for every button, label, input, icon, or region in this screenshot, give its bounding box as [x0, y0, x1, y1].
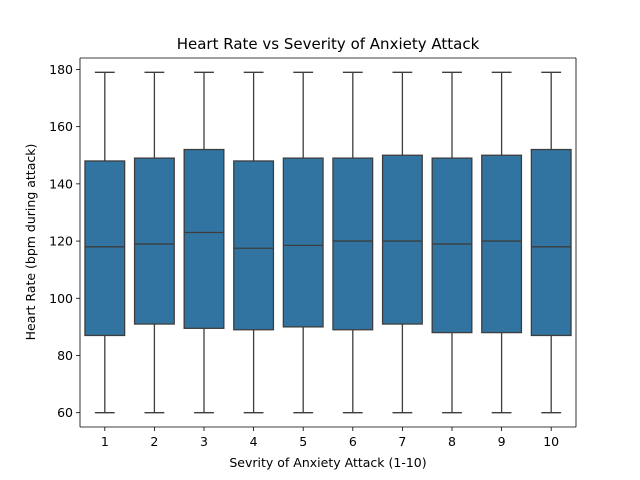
- x-tick-label: 7: [398, 434, 406, 449]
- x-axis: 1 2 3 4 5 6 7 8 9 10: [80, 57, 576, 449]
- box-1: [84, 71, 126, 414]
- y-tick-label: 60: [57, 405, 73, 420]
- iqr-box: [381, 154, 423, 325]
- iqr-box: [84, 160, 126, 337]
- y-tick-label: 160: [49, 119, 73, 134]
- box-3: [183, 71, 225, 414]
- box-10: [530, 71, 572, 414]
- box-4: [233, 71, 275, 414]
- x-tick-label: 4: [250, 434, 258, 449]
- plot-area: [84, 71, 572, 414]
- y-axis-label: Heart Rate (bpm during attack): [23, 144, 38, 341]
- box-5: [282, 71, 324, 414]
- iqr-box: [431, 157, 473, 334]
- x-tick-label: 9: [498, 434, 506, 449]
- box-7: [381, 71, 423, 414]
- x-tick-label: 5: [299, 434, 307, 449]
- iqr-box: [481, 154, 523, 334]
- chart-title: Heart Rate vs Severity of Anxiety Attack: [177, 35, 480, 53]
- x-tick-label: 1: [101, 434, 109, 449]
- x-tick-label: 6: [349, 434, 357, 449]
- box-8: [431, 71, 473, 414]
- y-tick-label: 80: [57, 348, 73, 363]
- iqr-box: [530, 148, 572, 337]
- x-tick-label: 2: [150, 434, 158, 449]
- box-6: [332, 71, 374, 414]
- x-tick-label: 3: [200, 434, 208, 449]
- y-tick-label: 100: [49, 291, 73, 306]
- y-tick-label: 140: [49, 176, 73, 191]
- iqr-box: [183, 148, 225, 329]
- box-9: [481, 71, 523, 414]
- iqr-box: [233, 160, 275, 331]
- x-axis-label: Sevrity of Anxiety Attack (1-10): [229, 455, 426, 470]
- iqr-box: [282, 157, 324, 328]
- x-tick-label: 8: [448, 434, 456, 449]
- x-tick-label: 10: [543, 434, 559, 449]
- iqr-box: [332, 157, 374, 331]
- iqr-box: [133, 157, 175, 325]
- y-tick-label: 120: [49, 234, 73, 249]
- box-2: [133, 71, 175, 414]
- y-axis: 60 80 100 120 140 160 180: [49, 58, 577, 427]
- y-tick-label: 180: [49, 62, 73, 77]
